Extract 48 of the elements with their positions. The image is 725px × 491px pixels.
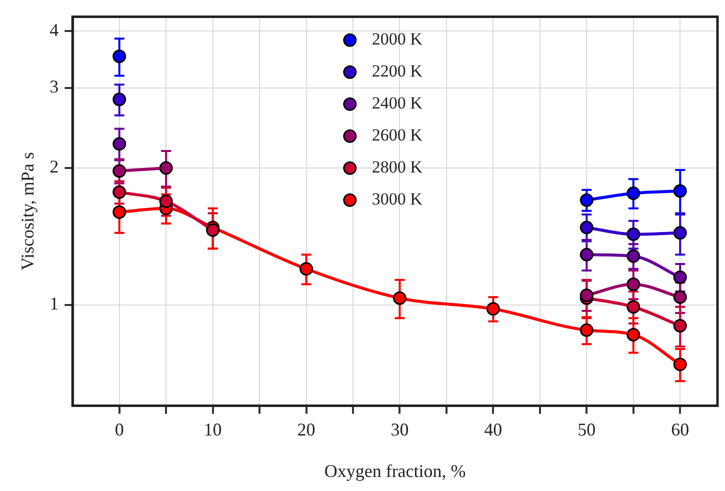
point	[580, 288, 594, 302]
legend-label: 2200 K	[372, 62, 424, 81]
x-tick-label: 40	[484, 419, 502, 440]
x-tick-label: 0	[114, 419, 124, 440]
point	[673, 184, 687, 198]
point	[626, 228, 640, 242]
x-tick-label: 50	[578, 419, 596, 440]
point	[580, 323, 594, 337]
x-tick-label: 20	[297, 419, 316, 440]
point	[673, 270, 687, 284]
y-tick-label: 2	[50, 156, 59, 177]
y-tick-label: 4	[50, 20, 59, 40]
point	[112, 205, 126, 219]
point	[626, 300, 640, 314]
point	[112, 92, 126, 106]
point	[626, 186, 640, 200]
point	[159, 194, 173, 208]
point	[580, 193, 594, 207]
point	[486, 302, 500, 316]
y-tick-label: 3	[50, 76, 59, 97]
point	[112, 137, 126, 151]
y-tick-label: 1	[50, 294, 59, 314]
legend-label: 3000 K	[372, 190, 424, 209]
legend-label: 2400 K	[372, 94, 424, 113]
point	[673, 290, 687, 304]
x-axis-title: Oxygen fraction, %	[324, 460, 466, 481]
legend-label: 2000 K	[372, 30, 424, 49]
legend-label: 2600 K	[372, 126, 424, 145]
point	[626, 249, 640, 263]
point	[206, 223, 220, 237]
point	[159, 161, 173, 175]
point	[580, 220, 594, 234]
point	[112, 50, 126, 64]
point	[392, 291, 406, 305]
point	[112, 164, 126, 178]
x-tick-label: 60	[671, 419, 690, 440]
point	[673, 318, 687, 332]
point	[580, 248, 594, 262]
point	[673, 226, 687, 240]
point	[626, 328, 640, 342]
point	[626, 278, 640, 292]
x-tick-label: 30	[390, 419, 409, 440]
y-axis-title: Viscosity, mPa s	[18, 152, 38, 270]
point	[673, 358, 687, 372]
point	[112, 185, 126, 199]
legend-label: 2800 K	[372, 158, 424, 177]
x-tick-label: 10	[204, 419, 222, 440]
point	[300, 262, 314, 276]
